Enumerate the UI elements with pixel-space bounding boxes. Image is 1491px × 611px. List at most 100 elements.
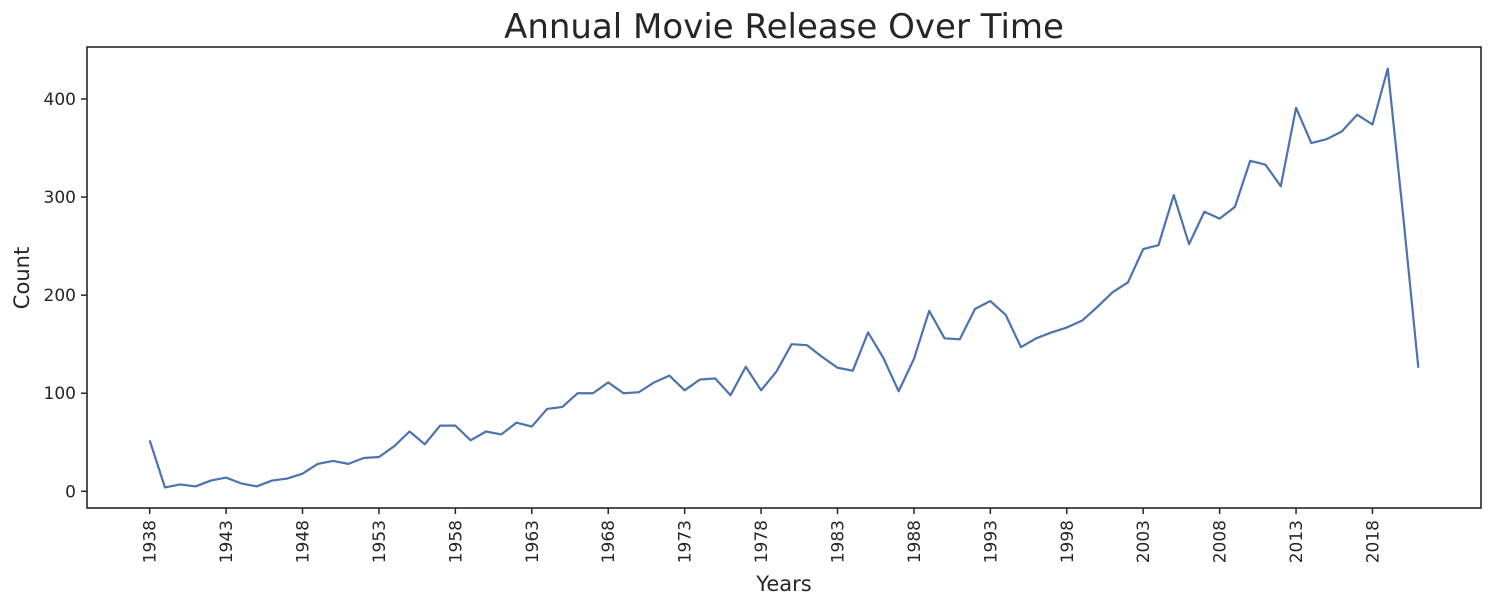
data-point	[409, 431, 410, 432]
data-point	[776, 371, 777, 372]
x-tick-label: 2018	[1363, 520, 1383, 563]
x-tick-label: 2013	[1287, 520, 1307, 563]
data-point	[1158, 245, 1159, 246]
data-point	[470, 440, 471, 441]
data-point	[546, 408, 547, 409]
x-axis-label: Years	[755, 572, 811, 596]
data-point	[455, 425, 456, 426]
data-point	[1326, 139, 1327, 140]
data-point	[745, 366, 746, 367]
data-point	[378, 456, 379, 457]
data-point	[1402, 214, 1403, 215]
axis-ticks: 0 100 200 300 400 1938 1943 1948 1953 1958 1963 196…	[44, 90, 1384, 563]
y-axis-label: Count	[10, 247, 34, 309]
data-point	[439, 425, 440, 426]
data-point	[867, 332, 868, 333]
data-point	[1357, 114, 1358, 115]
data-point	[180, 484, 181, 485]
y-tick-label: 0	[65, 482, 76, 502]
data-point	[256, 486, 257, 487]
data-point	[760, 390, 761, 391]
data-point	[1250, 160, 1251, 161]
data-point	[1387, 68, 1388, 69]
data-point	[699, 379, 700, 380]
data-point	[1051, 332, 1052, 333]
data-point	[302, 473, 303, 474]
series-line	[148, 67, 1420, 489]
chart-title: Annual Movie Release Over Time	[504, 7, 1064, 47]
data-point	[1372, 124, 1373, 125]
x-tick-label: 1958	[446, 520, 466, 563]
data-point	[210, 480, 211, 481]
data-point	[394, 446, 395, 447]
data-point	[653, 382, 654, 383]
data-point	[1173, 195, 1174, 196]
x-tick-label: 2003	[1134, 520, 1154, 563]
data-point	[1097, 306, 1098, 307]
x-tick-label: 1998	[1058, 520, 1078, 563]
data-point	[1311, 143, 1312, 144]
y-tick-label: 100	[44, 384, 76, 404]
data-point	[684, 390, 685, 391]
data-point	[852, 370, 853, 371]
data-point	[241, 483, 242, 484]
x-tick-label: 1973	[676, 520, 696, 563]
data-point	[883, 357, 884, 358]
x-tick-label: 1963	[523, 520, 543, 563]
data-point	[822, 356, 823, 357]
y-tick-label: 200	[44, 286, 76, 306]
data-point	[913, 358, 914, 359]
data-point	[1295, 107, 1296, 108]
data-point	[1127, 282, 1128, 283]
x-tick-label: 1943	[217, 520, 237, 563]
data-point	[959, 339, 960, 340]
data-point	[225, 477, 226, 478]
data-point	[363, 457, 364, 458]
data-point	[638, 392, 639, 393]
data-point	[974, 308, 975, 309]
data-point	[898, 391, 899, 392]
data-point	[287, 478, 288, 479]
data-point	[485, 431, 486, 432]
data-point	[1265, 164, 1266, 165]
x-tick-label: 1993	[981, 520, 1001, 563]
x-tick-label: 1978	[752, 520, 772, 563]
data-point	[730, 395, 731, 396]
data-point	[1112, 292, 1113, 293]
data-point	[791, 344, 792, 345]
data-point	[531, 426, 532, 427]
data-point	[1341, 131, 1342, 132]
data-point	[1081, 320, 1082, 321]
data-point	[424, 444, 425, 445]
x-tick-label: 1968	[599, 520, 619, 563]
y-tick-label: 400	[44, 90, 76, 110]
x-tick-label: 1983	[828, 520, 848, 563]
data-point	[990, 300, 991, 301]
x-tick-label: 1938	[141, 520, 161, 563]
x-tick-label: 1953	[370, 520, 390, 563]
x-tick-label: 2008	[1211, 520, 1231, 563]
data-point	[1020, 347, 1021, 348]
x-tick-label: 1948	[294, 520, 314, 563]
x-tick-label: 1988	[905, 520, 925, 563]
data-point	[1036, 338, 1037, 339]
data-point	[164, 487, 165, 488]
data-point	[1204, 211, 1205, 212]
data-point	[516, 422, 517, 423]
data-point	[1280, 186, 1281, 187]
data-point	[929, 310, 930, 311]
data-point	[1234, 206, 1235, 207]
data-point	[715, 378, 716, 379]
data-point	[806, 345, 807, 346]
data-point	[1143, 248, 1144, 249]
data-point	[1418, 367, 1419, 368]
series-group	[148, 67, 1420, 489]
data-point	[317, 463, 318, 464]
data-point	[608, 382, 609, 383]
y-tick-label: 300	[44, 188, 76, 208]
data-point	[501, 434, 502, 435]
plot-frame	[86, 46, 1482, 509]
data-point	[1005, 314, 1006, 315]
data-point	[1066, 327, 1067, 328]
